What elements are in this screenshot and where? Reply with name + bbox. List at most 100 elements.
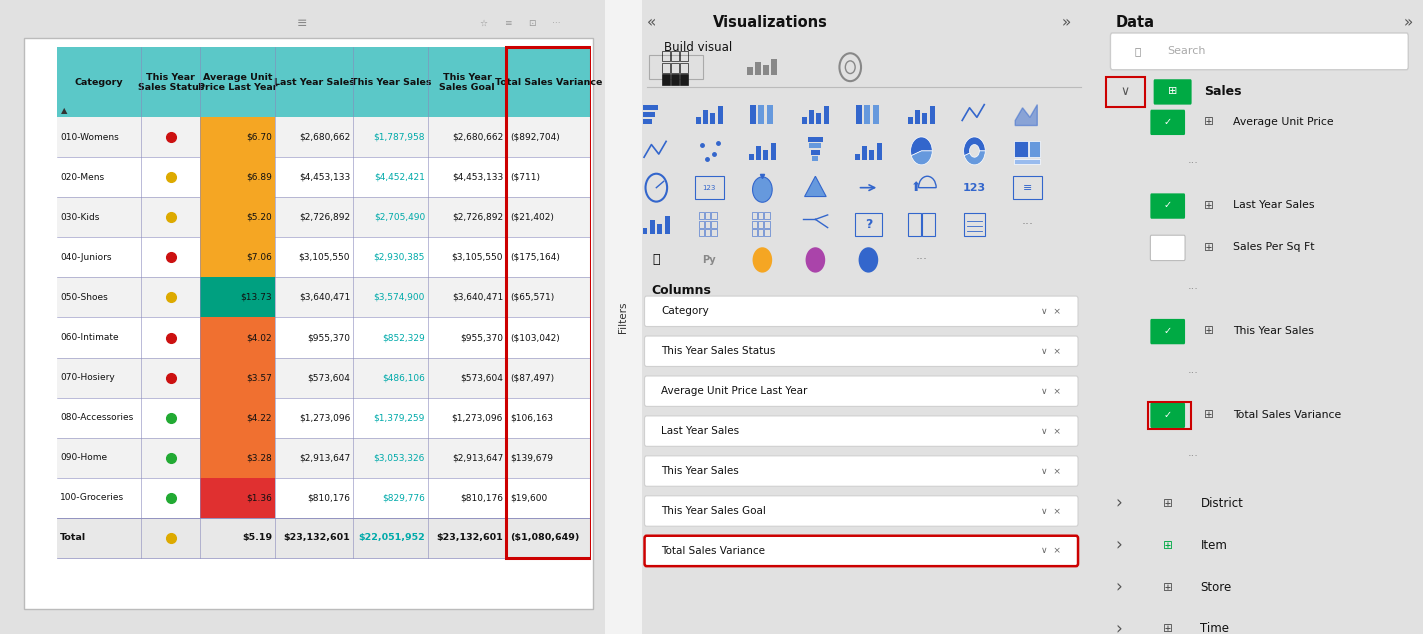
Text: $4,452,421: $4,452,421 bbox=[374, 173, 425, 182]
Bar bbox=[1013, 176, 1042, 199]
Bar bbox=[57, 517, 591, 558]
Text: 010-Womens: 010-Womens bbox=[60, 133, 120, 142]
FancyBboxPatch shape bbox=[1150, 319, 1185, 344]
Bar bbox=[507, 47, 591, 558]
Bar bbox=[808, 137, 822, 142]
Text: «: « bbox=[646, 15, 656, 30]
Text: This Year
Sales Status: This Year Sales Status bbox=[138, 72, 203, 92]
Text: This Year Sales: This Year Sales bbox=[662, 466, 739, 476]
Text: $3.57: $3.57 bbox=[246, 373, 272, 382]
Text: ∨  ×: ∨ × bbox=[1042, 507, 1062, 515]
Text: ≡: ≡ bbox=[297, 17, 307, 30]
Circle shape bbox=[753, 247, 773, 273]
Text: Store: Store bbox=[1201, 581, 1232, 593]
Text: ⊞: ⊞ bbox=[1163, 581, 1173, 593]
Bar bbox=[756, 62, 761, 75]
Bar bbox=[201, 358, 276, 398]
Text: Last Year Sales: Last Year Sales bbox=[1234, 200, 1315, 210]
Bar bbox=[605, 0, 642, 634]
Text: $1,273,096: $1,273,096 bbox=[451, 413, 504, 422]
Text: $2,913,647: $2,913,647 bbox=[453, 453, 504, 462]
Bar bbox=[57, 197, 591, 237]
Text: $3,640,471: $3,640,471 bbox=[299, 293, 350, 302]
Text: Data: Data bbox=[1116, 15, 1154, 30]
Bar bbox=[712, 221, 717, 228]
Text: $106,163: $106,163 bbox=[511, 413, 554, 422]
Bar bbox=[771, 143, 776, 160]
Bar bbox=[643, 119, 652, 124]
Bar bbox=[865, 105, 871, 124]
Text: ∨  ×: ∨ × bbox=[1042, 347, 1062, 356]
Text: ☆: ☆ bbox=[480, 19, 488, 28]
Text: ($87,497): ($87,497) bbox=[511, 373, 555, 382]
Text: ···: ··· bbox=[915, 254, 928, 266]
Bar bbox=[810, 110, 814, 124]
Bar bbox=[751, 212, 757, 219]
Text: $955,370: $955,370 bbox=[460, 333, 504, 342]
Text: ⊞: ⊞ bbox=[1204, 408, 1214, 421]
Bar bbox=[855, 213, 882, 236]
Bar bbox=[1013, 141, 1029, 157]
FancyBboxPatch shape bbox=[645, 496, 1079, 526]
Text: $6.70: $6.70 bbox=[246, 133, 272, 142]
Bar bbox=[663, 51, 670, 61]
Bar bbox=[694, 176, 724, 199]
Text: $3,640,471: $3,640,471 bbox=[453, 293, 504, 302]
Bar bbox=[1148, 402, 1191, 429]
Text: $6.89: $6.89 bbox=[246, 173, 272, 182]
Bar bbox=[665, 216, 670, 234]
Bar bbox=[649, 55, 703, 79]
Polygon shape bbox=[804, 176, 827, 197]
Text: $2,726,892: $2,726,892 bbox=[453, 213, 504, 222]
Bar bbox=[703, 110, 707, 124]
Text: Total Sales Variance: Total Sales Variance bbox=[662, 546, 766, 556]
Text: ($175,164): ($175,164) bbox=[511, 253, 561, 262]
Wedge shape bbox=[963, 137, 985, 156]
Text: ›: › bbox=[1116, 620, 1123, 634]
Text: This Year Sales: This Year Sales bbox=[350, 78, 431, 87]
Bar bbox=[57, 278, 591, 318]
Text: Py: Py bbox=[703, 255, 716, 265]
Bar bbox=[764, 212, 770, 219]
Text: Item: Item bbox=[1201, 539, 1227, 552]
Text: ›: › bbox=[1116, 536, 1123, 554]
Bar bbox=[763, 65, 768, 75]
Wedge shape bbox=[911, 151, 932, 165]
FancyBboxPatch shape bbox=[1150, 235, 1185, 261]
Circle shape bbox=[858, 247, 878, 273]
Text: Columns: Columns bbox=[652, 284, 712, 297]
Bar bbox=[872, 105, 879, 124]
Text: ✓: ✓ bbox=[1164, 200, 1171, 210]
Bar bbox=[751, 221, 757, 228]
FancyBboxPatch shape bbox=[645, 456, 1079, 486]
Bar bbox=[201, 398, 276, 437]
Text: ⊞: ⊞ bbox=[1204, 241, 1214, 254]
Text: $13.73: $13.73 bbox=[240, 293, 272, 302]
Bar bbox=[922, 213, 935, 236]
Text: $4.02: $4.02 bbox=[246, 333, 272, 342]
Bar bbox=[672, 74, 679, 85]
Text: 🔍: 🔍 bbox=[1136, 46, 1141, 56]
Text: 123: 123 bbox=[703, 184, 716, 191]
Bar bbox=[862, 146, 867, 160]
Bar bbox=[680, 74, 689, 85]
Bar bbox=[57, 318, 591, 358]
Bar bbox=[717, 106, 723, 124]
Text: Total Sales Variance: Total Sales Variance bbox=[1234, 410, 1342, 420]
Text: ∨  ×: ∨ × bbox=[1042, 307, 1062, 316]
Bar bbox=[657, 224, 662, 234]
Bar bbox=[915, 110, 919, 124]
Wedge shape bbox=[965, 151, 985, 165]
Text: Sales: Sales bbox=[1204, 85, 1241, 98]
Text: $955,370: $955,370 bbox=[307, 333, 350, 342]
Text: This Year
Sales Goal: This Year Sales Goal bbox=[440, 72, 495, 92]
FancyBboxPatch shape bbox=[645, 416, 1079, 446]
Text: $1,787,958: $1,787,958 bbox=[374, 133, 425, 142]
Text: ($711): ($711) bbox=[511, 173, 541, 182]
Bar bbox=[201, 278, 276, 318]
Text: Total Sales Variance: Total Sales Variance bbox=[495, 78, 602, 87]
Bar bbox=[201, 117, 276, 157]
Text: ✓: ✓ bbox=[1164, 117, 1171, 127]
Bar bbox=[57, 47, 591, 117]
Bar bbox=[643, 228, 647, 234]
